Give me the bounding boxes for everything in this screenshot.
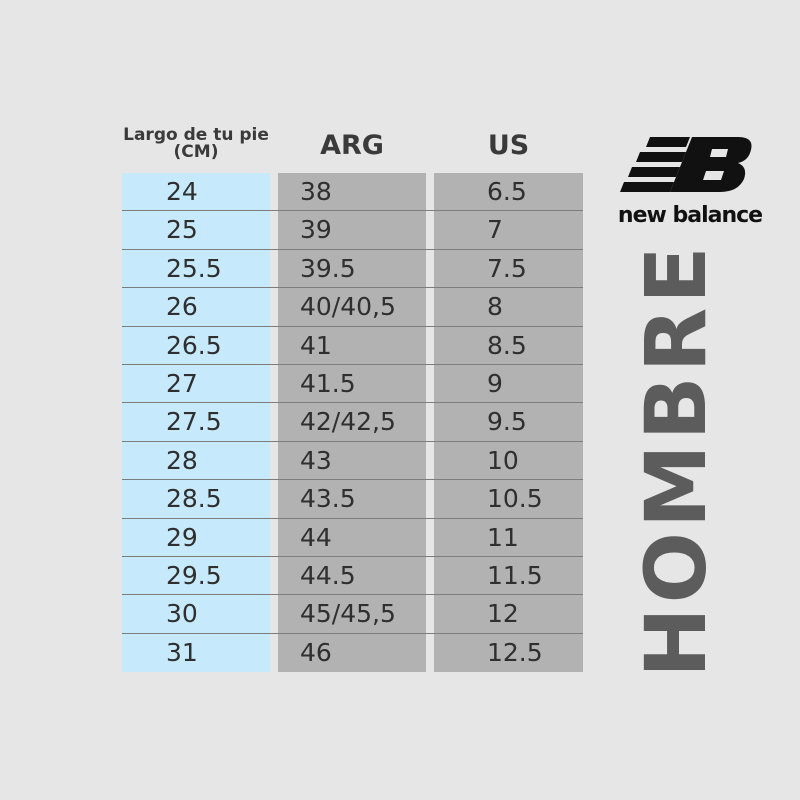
cm-value: 24	[166, 177, 198, 206]
gender-label: HOMBRE	[627, 242, 725, 678]
cm-value: 29	[166, 522, 198, 552]
row-divider	[122, 248, 583, 250]
arg-value: 46	[300, 637, 332, 667]
cm-value: 26	[166, 292, 198, 322]
us-value: 12.5	[487, 637, 543, 667]
arg-value: 42/42,5	[300, 407, 396, 437]
us-value: 7	[487, 215, 503, 245]
cm-value: 25.5	[166, 253, 222, 283]
nb-logo-icon	[620, 137, 752, 192]
row-divider	[122, 402, 583, 404]
cm-column	[122, 173, 270, 672]
arg-column	[278, 173, 426, 672]
header-us: US	[487, 130, 530, 161]
table-row: 24 38 6.5	[122, 173, 583, 212]
table-row: 31 46 12.5	[122, 634, 583, 672]
row-divider	[122, 517, 583, 519]
us-value: 8.5	[487, 330, 527, 360]
row-divider	[122, 632, 583, 634]
table-row: 28.5 43.5 10.5	[122, 480, 583, 519]
header-cm: Largo de tu pie (CM)	[123, 125, 269, 162]
arg-value: 43.5	[300, 484, 356, 514]
arg-value: 39.5	[300, 253, 356, 283]
cm-value: 28	[166, 445, 198, 475]
cm-value: 29.5	[166, 561, 222, 590]
arg-value: 39	[300, 215, 332, 245]
table-row: 29.5 44.5 11.5	[122, 557, 583, 596]
table-row: 25.5 39.5 7.5	[122, 250, 583, 289]
us-value: 9.5	[487, 407, 527, 437]
us-value: 11	[487, 522, 519, 552]
header-arg: ARG	[320, 130, 384, 161]
row-divider	[122, 363, 583, 365]
row-divider	[122, 440, 583, 442]
cm-value: 28.5	[166, 484, 222, 514]
row-divider	[122, 479, 583, 481]
brand-name: new balance	[617, 203, 763, 228]
us-value: 9	[487, 369, 503, 398]
us-value: 12	[487, 599, 519, 629]
cm-value: 26.5	[166, 330, 222, 360]
cm-value: 30	[166, 599, 198, 629]
table-row: 27 41.5 9	[122, 365, 583, 404]
row-divider	[122, 210, 583, 212]
cm-value: 27	[166, 369, 198, 398]
arg-value: 38	[300, 177, 332, 206]
table-row: 26 40/40,5 8	[122, 288, 583, 327]
us-column	[434, 173, 583, 672]
arg-value: 43	[300, 445, 332, 475]
us-value: 11.5	[487, 561, 543, 590]
table-row: 30 45/45,5 12	[122, 595, 583, 634]
table-row: 29 44 11	[122, 519, 583, 557]
row-divider	[122, 555, 583, 557]
arg-value: 44	[300, 522, 332, 552]
arg-value: 41.5	[300, 369, 356, 398]
cm-value: 31	[166, 637, 198, 667]
cm-value: 25	[166, 215, 198, 245]
row-divider	[122, 287, 583, 289]
us-value: 10.5	[487, 484, 543, 514]
us-value: 10	[487, 445, 519, 475]
table-row: 26.5 41 8.5	[122, 327, 583, 365]
row-divider	[122, 594, 583, 596]
arg-value: 45/45,5	[300, 599, 396, 629]
us-value: 7.5	[487, 253, 527, 283]
arg-value: 40/40,5	[300, 292, 396, 322]
new-balance-logo: new balance	[610, 135, 770, 228]
us-value: 8	[487, 292, 503, 322]
table-row: 25 39 7	[122, 211, 583, 250]
table-row: 27.5 42/42,5 9.5	[122, 403, 583, 442]
arg-value: 41	[300, 330, 332, 360]
row-divider	[122, 325, 583, 327]
table-row: 28 43 10	[122, 442, 583, 481]
cm-value: 27.5	[166, 407, 222, 437]
us-value: 6.5	[487, 177, 527, 206]
arg-value: 44.5	[300, 561, 356, 590]
